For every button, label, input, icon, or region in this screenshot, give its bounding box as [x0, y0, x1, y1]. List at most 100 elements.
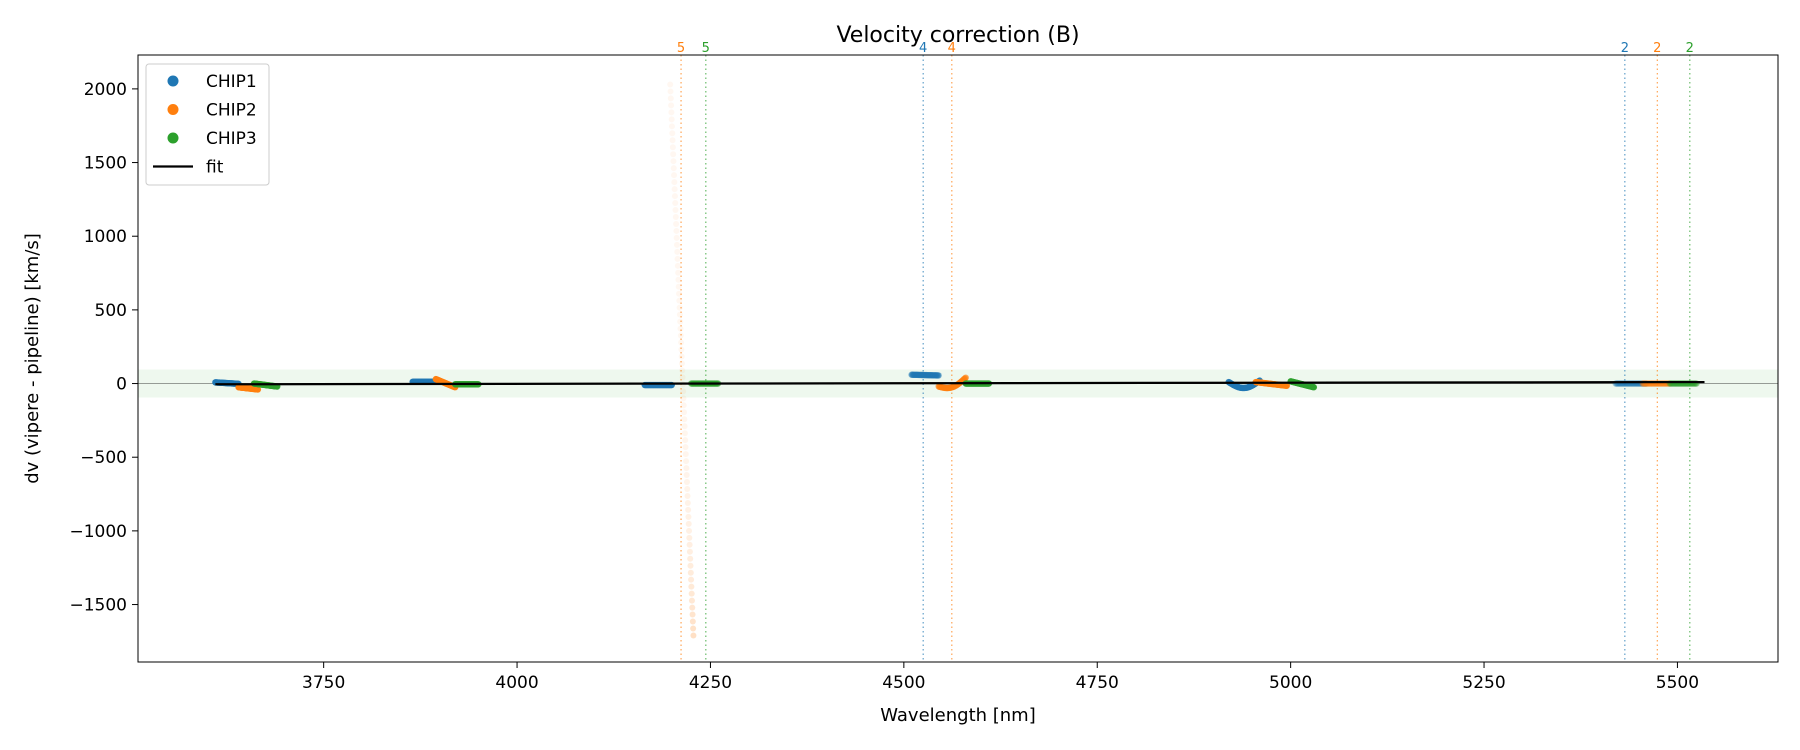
data-point-chip2: [680, 402, 687, 409]
x-tick-label: 5250: [1462, 673, 1505, 693]
y-axis-label: dv (vipere - pipeline) [km/s]: [22, 233, 43, 484]
legend-label-chip2: CHIP2: [206, 101, 257, 121]
data-point-chip2: [674, 248, 681, 255]
data-point-chip2: [674, 262, 681, 269]
data-point-chip2: [686, 541, 693, 548]
data-point-chip2: [674, 255, 681, 262]
data-point-chip2: [679, 367, 686, 374]
data-point-chip2: [689, 604, 696, 611]
data-point-chip2: [689, 618, 696, 625]
data-point-chip2: [675, 276, 682, 283]
data-point-chip2: [678, 360, 685, 367]
data-point-chip2: [962, 374, 969, 381]
x-tick-label: 4500: [882, 673, 925, 693]
data-point-chip2: [679, 374, 686, 381]
data-point-chip2: [677, 332, 684, 339]
data-point-chip2: [671, 186, 678, 193]
y-tick-label: 1500: [84, 154, 127, 174]
fit-line-layer: [215, 380, 1705, 386]
data-point-chip2: [680, 388, 687, 395]
chart-title: Velocity correction (B): [836, 23, 1079, 48]
data-point-chip2: [685, 520, 692, 527]
data-point-chip2: [673, 234, 680, 241]
data-point-chip2: [687, 555, 694, 562]
data-point-chip2: [669, 130, 676, 137]
legend-swatch-chip3: [167, 132, 179, 144]
axes-layer: 3750 4000 4250 4500 4750 5000 5250 5500−1500−10…: [69, 80, 1699, 693]
x-tick-label: 3750: [302, 673, 345, 693]
data-point-chip2: [681, 409, 688, 416]
plot-frame: [137, 54, 1779, 663]
order-marker-label: 2: [1653, 41, 1661, 56]
data-point-chip2: [688, 597, 695, 604]
data-point-chip2: [681, 423, 688, 430]
data-point-chip2: [671, 193, 678, 200]
data-point-chip2: [684, 492, 691, 499]
data-point-chip2: [689, 611, 696, 618]
y-tick-label: −1000: [69, 522, 127, 542]
data-point-chip2: [685, 513, 692, 520]
data-point-chip2: [687, 569, 694, 576]
order-marker-layer: 5 5 4 4 2 2 2: [677, 41, 1694, 662]
data-point-chip2: [684, 486, 691, 493]
legend-label-chip3: CHIP3: [206, 129, 257, 149]
data-point-chip2: [667, 88, 674, 95]
order-marker-label: 5: [702, 41, 710, 56]
data-point-chip2: [675, 269, 682, 276]
order-marker-label: 5: [677, 41, 685, 56]
x-tick-label: 4750: [1076, 673, 1119, 693]
data-point-chip2: [686, 534, 693, 541]
data-point-chip2: [672, 213, 679, 220]
data-point-chip2: [670, 165, 677, 172]
data-point-chip2: [668, 102, 675, 109]
data-point-chip2: [676, 290, 683, 297]
legend: CHIP1 CHIP2 CHIP3 fit: [145, 63, 270, 186]
data-point-chip2: [682, 444, 689, 451]
data-point-chip2: [671, 179, 678, 186]
x-tick-label: 4000: [495, 673, 538, 693]
data-point-chip2: [672, 207, 679, 214]
data-point-chip2: [683, 458, 690, 465]
data-point-chip2: [688, 590, 695, 597]
data-point-chip2: [671, 172, 678, 179]
data-point-chip2: [682, 437, 689, 444]
order-marker-label: 2: [1686, 41, 1694, 56]
data-point-chip2: [690, 632, 697, 639]
x-tick-label: 5000: [1269, 673, 1312, 693]
data-point-chip2: [673, 220, 680, 227]
y-tick-label: −1500: [69, 596, 127, 616]
data-point-chip2: [678, 339, 685, 346]
data-point-chip2: [688, 576, 695, 583]
data-point-chip2: [669, 137, 676, 144]
data-point-chip2: [1283, 382, 1290, 389]
data-point-chip2: [677, 325, 684, 332]
data-point-chip2: [688, 583, 695, 590]
data-point-chip2: [673, 241, 680, 248]
data-point-chip2: [684, 499, 691, 506]
data-point-chip2: [667, 81, 674, 88]
data-point-chip2: [676, 304, 683, 311]
data-point-chip2: [673, 227, 680, 234]
data-point-chip2: [677, 318, 684, 325]
fit-line: [215, 380, 1705, 386]
data-point-chip2: [683, 479, 690, 486]
data-point-chip2: [668, 123, 675, 130]
y-tick-label: 500: [95, 301, 127, 321]
data-point-chip2: [682, 451, 689, 458]
data-point-chip2: [683, 472, 690, 479]
order-marker-label: 4: [948, 41, 956, 56]
y-tick-label: 0: [116, 375, 127, 395]
data-point-chip2: [668, 109, 675, 116]
y-tick-label: −500: [80, 448, 127, 468]
data-point-chip2: [670, 151, 677, 158]
legend-swatch-chip1: [167, 75, 179, 87]
data-point-chip2: [670, 158, 677, 165]
legend-swatch-chip2: [167, 104, 179, 115]
order-marker-label: 2: [1621, 41, 1629, 56]
data-point-chip2: [690, 625, 697, 632]
data-point-chip2: [676, 311, 683, 318]
data-point-chip2: [667, 95, 674, 102]
data-point-chip2: [672, 200, 679, 207]
x-axis-label: Wavelength [nm]: [880, 705, 1036, 726]
y-tick-label: 2000: [84, 80, 127, 100]
